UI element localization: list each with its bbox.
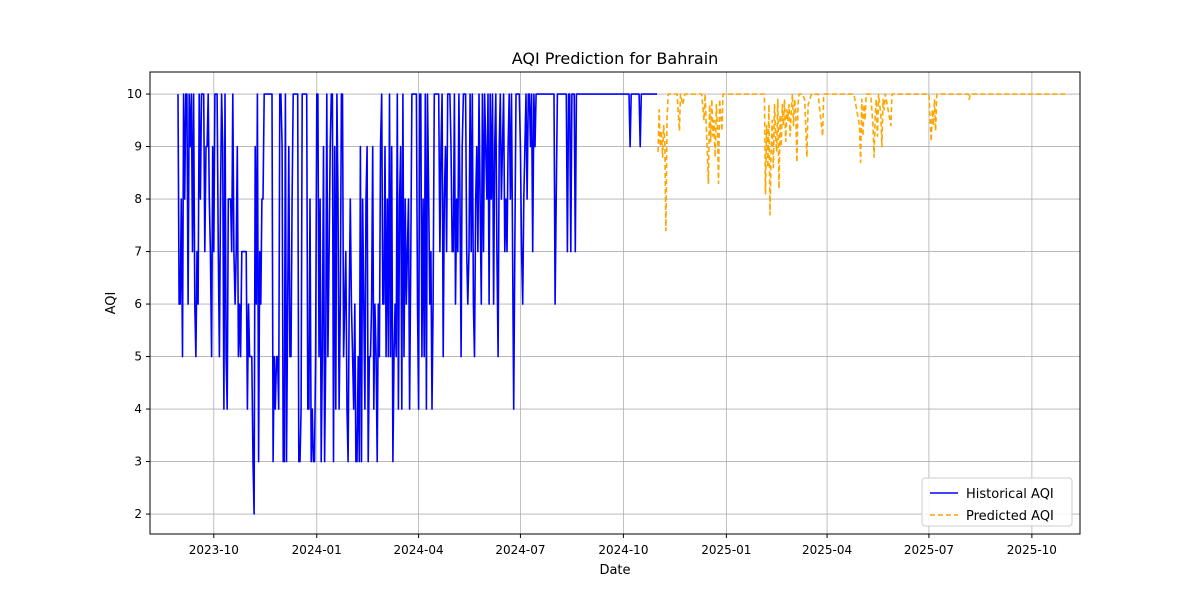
y-axis-title: AQI: [104, 292, 119, 315]
series-lines: [177, 93, 1066, 515]
x-tick-label: 2024-10: [598, 543, 648, 557]
legend: Historical AQI Predicted AQI: [921, 477, 1073, 527]
y-tick-label: 5: [134, 350, 142, 364]
x-tick-label: 2025-07: [904, 543, 954, 557]
legend-box: [921, 477, 1073, 527]
y-tick-label: 9: [134, 140, 142, 154]
x-tick-label: 2024-01: [292, 543, 342, 557]
y-tick-label: 7: [134, 245, 142, 259]
y-tick-label: 6: [134, 297, 142, 311]
x-tick-label: 2025-04: [802, 543, 852, 557]
x-tick-label: 2025-01: [701, 543, 751, 557]
plot-frame: [149, 71, 1081, 535]
y-tick-label: 3: [134, 455, 142, 469]
y-tick-label: 4: [134, 402, 142, 416]
historical-aqi-line: [177, 93, 657, 515]
x-tick-label: 2023-10: [189, 543, 239, 557]
x-tick-label: 2025-10: [1007, 543, 1057, 557]
x-tick-label: 2024-07: [495, 543, 545, 557]
predicted-aqi-line: [657, 93, 1066, 232]
axis-ticks: 2023-10 2024-01 2024-04 2024-07 2024-10 2025-…: [127, 87, 1057, 557]
legend-label: Predicted AQI: [966, 509, 1054, 524]
legend-label: Historical AQI: [966, 487, 1054, 502]
chart-title: AQI Prediction for Bahrain: [512, 49, 719, 68]
y-tick-label: 10: [127, 87, 142, 101]
x-axis-title: Date: [599, 563, 630, 578]
x-tick-label: 2024-04: [394, 543, 444, 557]
y-tick-label: 2: [134, 507, 142, 521]
y-tick-label: 8: [134, 192, 142, 206]
